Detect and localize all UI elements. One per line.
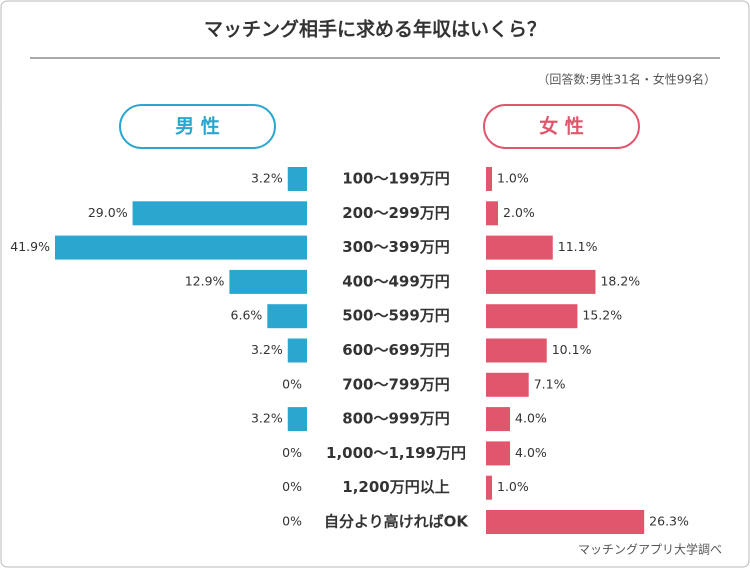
category-label: 700〜799万円 <box>342 375 450 393</box>
bar <box>55 235 307 260</box>
bar <box>486 407 511 432</box>
bar <box>287 167 307 191</box>
bar <box>267 304 307 329</box>
value-label: 7.1% <box>534 376 566 391</box>
category-label: 1,000〜1,199万円 <box>326 444 466 462</box>
value-label: 6.6% <box>231 308 263 323</box>
value-label: 11.1% <box>558 239 598 254</box>
value-label: 18.2% <box>600 273 640 288</box>
source: マッチングアプリ大学調べ <box>578 542 722 557</box>
value-label: 0% <box>282 514 302 529</box>
category-label: 500〜599万円 <box>342 307 450 325</box>
value-label: 0% <box>282 479 302 494</box>
category-label: 自分より高ければOK <box>324 513 469 531</box>
bar <box>486 235 553 260</box>
bar <box>486 441 511 466</box>
bar <box>486 304 578 329</box>
value-label: 15.2% <box>582 308 622 323</box>
value-label: 1.0% <box>497 479 529 494</box>
value-label: 1.0% <box>497 171 529 186</box>
bar <box>486 167 493 191</box>
bar <box>287 407 307 432</box>
value-label: 29.0% <box>88 205 128 220</box>
value-label: 26.3% <box>649 514 689 529</box>
value-label: 2.0% <box>503 205 535 220</box>
bar <box>486 475 493 500</box>
value-label: 0% <box>282 376 302 391</box>
bar <box>229 269 307 294</box>
category-label: 100〜199万円 <box>342 170 450 188</box>
category-label: 200〜299万円 <box>342 204 450 222</box>
bar <box>486 269 596 294</box>
subtitle: （回答数:男性31名・女性99名） <box>537 72 716 87</box>
bar <box>486 510 645 534</box>
bar <box>486 338 547 363</box>
legend-pill <box>119 104 276 149</box>
chart-title: マッチング相手に求める年収はいくら？ <box>204 18 546 41</box>
category-label: 600〜699万円 <box>342 341 450 359</box>
value-label: 4.0% <box>515 445 547 460</box>
category-label: 400〜499万円 <box>342 272 450 290</box>
bar <box>132 201 307 226</box>
value-label: 4.0% <box>515 411 547 426</box>
legend-label: 男 性 <box>175 115 220 138</box>
value-label: 41.9% <box>10 239 50 254</box>
value-label: 12.9% <box>185 273 225 288</box>
value-label: 3.2% <box>251 411 283 426</box>
bar <box>287 338 307 363</box>
legend-label: 女 性 <box>539 115 584 138</box>
value-label: 10.1% <box>552 342 592 357</box>
bar <box>486 372 529 397</box>
value-label: 0% <box>282 445 302 460</box>
legend-pill <box>483 104 640 149</box>
value-label: 3.2% <box>251 342 283 357</box>
bar <box>486 201 499 226</box>
category-label: 300〜399万円 <box>342 238 450 256</box>
category-label: 1,200万円以上 <box>342 478 449 496</box>
category-label: 800〜999万円 <box>342 410 450 428</box>
value-label: 3.2% <box>251 171 283 186</box>
